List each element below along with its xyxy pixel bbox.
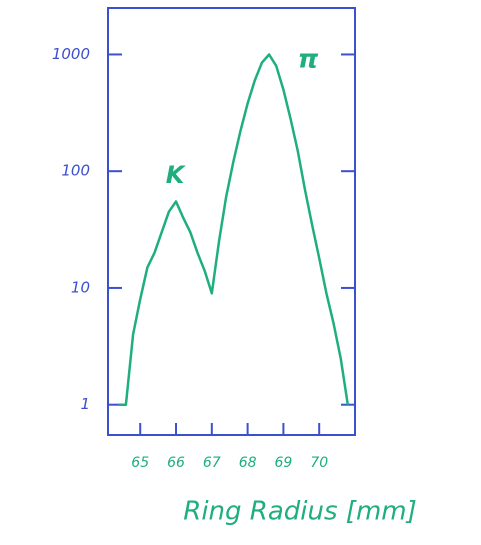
plot-frame xyxy=(107,7,356,436)
y-tick-label: 1 xyxy=(80,395,90,413)
x-tick-label: 66 xyxy=(167,455,185,471)
y-tick-label: 100 xyxy=(61,162,90,180)
y-tick-label: 10 xyxy=(71,278,90,296)
x-tick-label: 65 xyxy=(131,455,149,471)
x-tick-label: 67 xyxy=(203,455,221,471)
x-tick-label: 68 xyxy=(239,455,257,471)
x-axis-label: Ring Radius [mm] xyxy=(183,497,417,527)
x-tick-label: 70 xyxy=(310,455,328,471)
y-tick-label: 1000 xyxy=(52,45,90,63)
data-line xyxy=(118,53,350,406)
x-tick-label: 69 xyxy=(274,455,292,471)
annotation: π xyxy=(298,45,319,75)
annotation: K xyxy=(166,161,187,189)
